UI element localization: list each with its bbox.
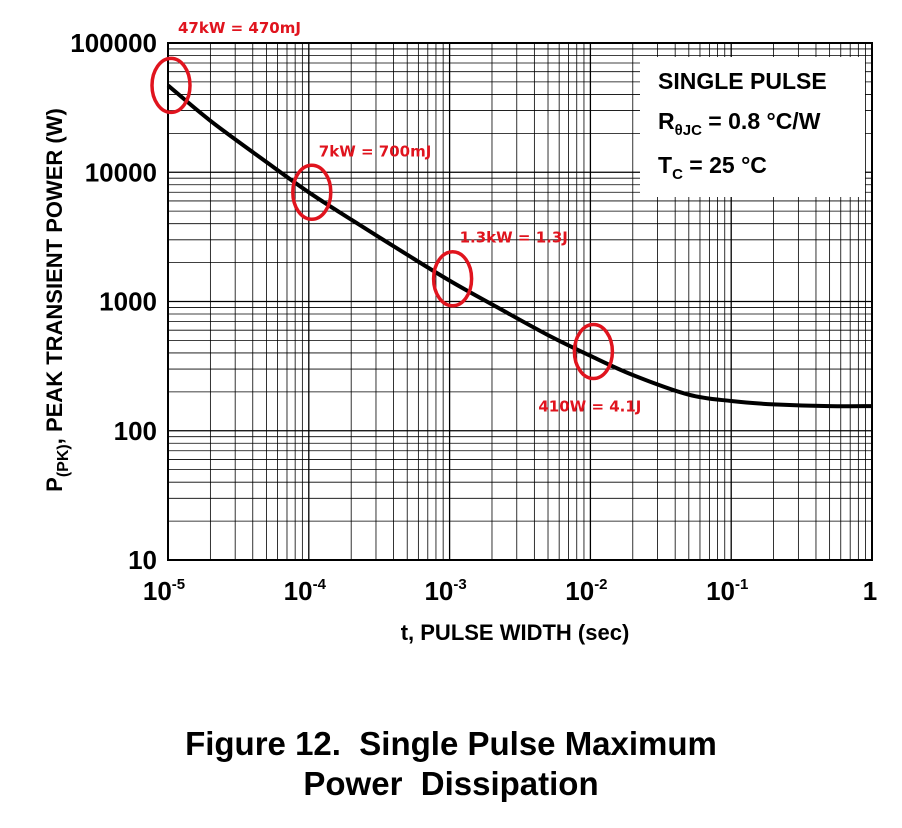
x-tick-base: 10: [284, 576, 313, 606]
annotation-ellipse: [150, 56, 192, 115]
x-tick-base: 10: [565, 576, 594, 606]
annotation-ellipse: [572, 322, 615, 381]
y-axis-title-rest: , PEAK TRANSIENT POWER (W): [42, 108, 67, 444]
rthjc-subscript: θJC: [675, 122, 702, 139]
x-tick-label: 10-4: [284, 576, 327, 606]
x-tick-exponent: -1: [735, 576, 748, 593]
x-tick-exponent: -5: [172, 576, 185, 593]
figure-caption-line-1: Figure 12. Single Pulse Maximum: [185, 725, 717, 762]
x-axis-title: t, PULSE WIDTH (sec): [401, 620, 630, 645]
x-tick-label: 10-5: [143, 576, 185, 606]
x-tick-exponent: -2: [594, 576, 607, 593]
tc-value: = 25 °C: [683, 152, 767, 178]
conditions-box: SINGLE PULSE RθJC = 0.8 °C/W TC = 25 °C: [640, 57, 865, 197]
y-tick-label: 10000: [85, 157, 157, 187]
conditions-box-background: [640, 57, 865, 197]
y-axis-title-symbol: P: [42, 477, 67, 492]
x-tick-base: 10: [706, 576, 735, 606]
tc-symbol: T: [658, 152, 672, 178]
x-tick-label: 1: [863, 576, 877, 606]
plot-area-frame: [167, 42, 873, 561]
conditions-line-pulse: SINGLE PULSE: [658, 68, 827, 94]
x-tick-base: 1: [863, 576, 877, 606]
y-axis-title: P(PK), PEAK TRANSIENT POWER (W): [42, 108, 72, 492]
x-tick-base: 10: [424, 576, 453, 606]
conditions-line-tc: TC = 25 °C: [658, 152, 767, 183]
y-tick-label: 100: [114, 416, 157, 446]
annotation-ellipse: [291, 163, 333, 222]
y-tick-label: 1000: [99, 287, 157, 317]
annotation-label: 1.3kW = 1.3J: [460, 229, 568, 247]
x-tick-labels: 10-5 10-4 10-3 10-2 10-1 1: [143, 576, 877, 606]
x-tick-label: 10-2: [565, 576, 607, 606]
figure-caption-line-2: Power Dissipation: [303, 765, 599, 802]
x-tick-base: 10: [143, 576, 172, 606]
power-curve: [166, 83, 873, 409]
annotation-layer: 47kW = 470mJ 7kW = 700mJ 1.3kW = 1.3J 410W …: [150, 19, 641, 416]
conditions-line-rthjc: RθJC = 0.8 °C/W: [658, 108, 821, 139]
x-tick-exponent: -4: [313, 576, 327, 593]
x-tick-label: 10-3: [424, 576, 466, 606]
rthjc-value: = 0.8 °C/W: [702, 108, 821, 134]
annotation-label: 7kW = 700mJ: [319, 142, 432, 160]
y-tick-labels: 10 100 1000 10000 100000: [70, 28, 157, 575]
power-dissipation-chart: 10-5 10-4 10-3 10-2 10-1 1 101001000100001000…: [42, 19, 877, 645]
chart-gridlines: [167, 43, 872, 561]
annotation-label: 410W = 4.1J: [538, 398, 641, 416]
rthjc-symbol: R: [658, 108, 675, 134]
y-axis-title-subscript: (PK): [55, 444, 72, 477]
annotation-ellipse: [431, 249, 474, 308]
x-tick-label: 10-1: [706, 576, 748, 606]
annotation-label: 47kW = 470mJ: [178, 19, 301, 37]
series-layer: [166, 83, 873, 409]
y-tick-label: 10: [128, 545, 157, 575]
x-tick-exponent: -3: [453, 576, 466, 593]
tc-subscript: C: [672, 166, 683, 183]
y-tick-label: 100000: [70, 28, 157, 58]
